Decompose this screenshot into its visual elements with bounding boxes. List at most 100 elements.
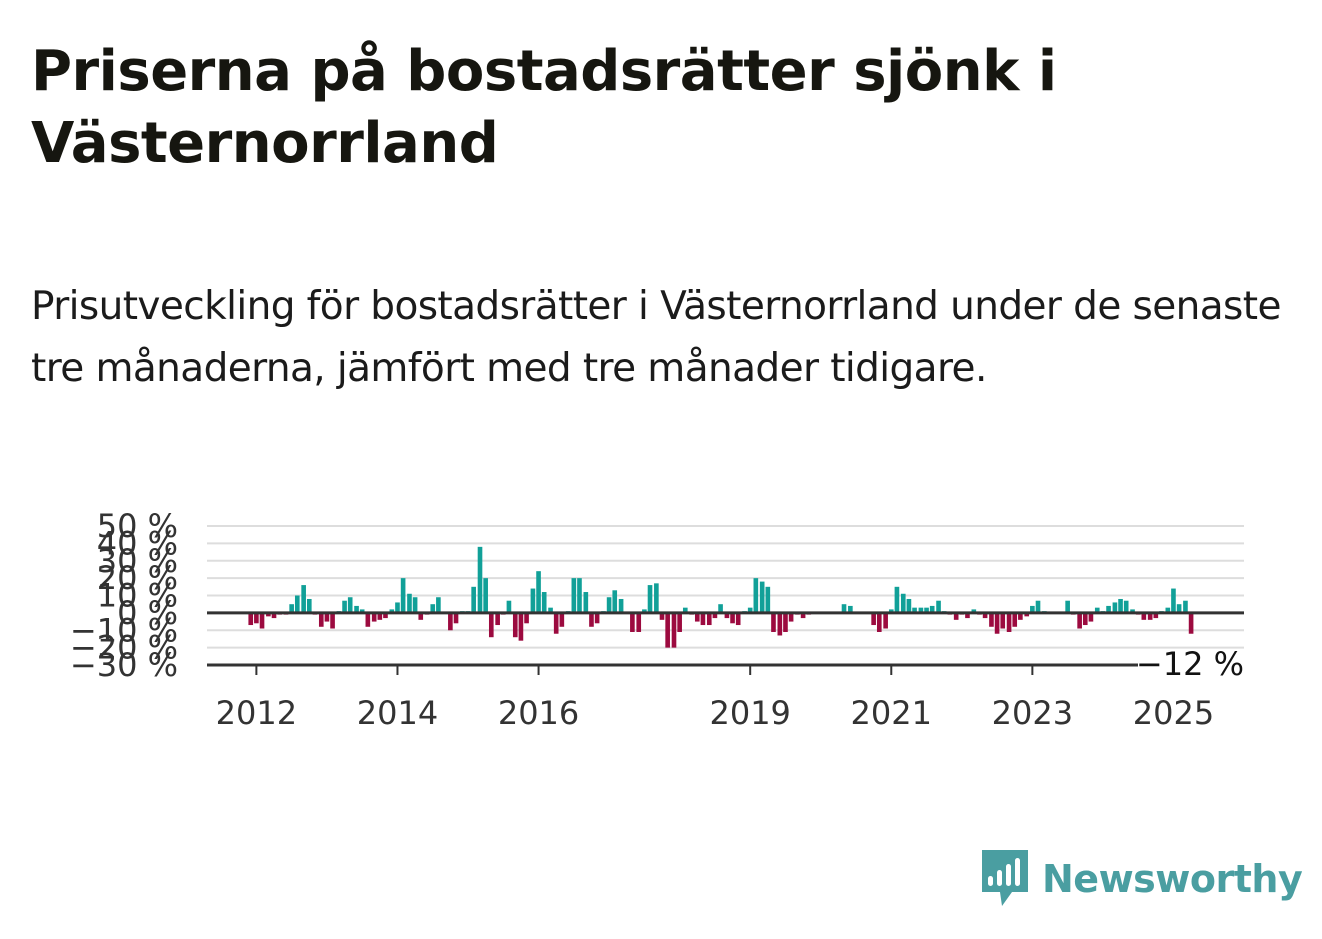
bar: [747, 607, 753, 613]
bar: [589, 612, 594, 627]
bar: [1165, 607, 1171, 613]
bar: [1012, 612, 1018, 627]
x-tick-label: 2021: [851, 694, 932, 732]
bar: [871, 612, 876, 626]
bar: [894, 586, 900, 613]
x-tick-label: 2012: [216, 694, 297, 732]
bar: [318, 612, 324, 627]
bar: [677, 612, 682, 632]
bar: [1082, 612, 1088, 626]
y-tick-labels: 50 %40 %30 %20 %10 %0 %−10 %−20 %−30 %: [70, 507, 178, 684]
bar: [324, 612, 330, 622]
bar: [483, 578, 488, 613]
bar: [642, 609, 647, 613]
bar: [301, 585, 306, 613]
bar-series: [248, 546, 1194, 648]
y-tick-label: −10 %: [70, 611, 178, 649]
bar: [936, 600, 941, 613]
y-tick-label: 0 %: [117, 594, 178, 632]
bar: [553, 612, 559, 634]
bar: [618, 598, 624, 613]
bar: [506, 600, 512, 613]
bar: [254, 612, 259, 624]
bar: [365, 612, 371, 627]
bar: [1000, 612, 1006, 629]
bar: [1106, 605, 1111, 613]
bar: [1153, 612, 1159, 619]
bar: [659, 612, 665, 620]
bar: [1035, 600, 1041, 613]
bar: [1188, 612, 1194, 634]
bar: [1112, 602, 1118, 613]
x-tick-label: 2025: [1133, 694, 1214, 732]
newsworthy-logo-text: Newsworthy: [1042, 857, 1303, 901]
bar: [647, 585, 653, 613]
bar: [924, 607, 929, 613]
bar: [371, 612, 377, 622]
bar: [259, 612, 265, 629]
bar: [712, 612, 718, 619]
bar: [883, 612, 888, 629]
bar: [583, 592, 589, 613]
bar: [383, 612, 388, 619]
bar: [953, 612, 959, 620]
axes: [207, 611, 1244, 675]
y-tick-label: −30 %: [70, 646, 178, 684]
bar: [783, 612, 788, 632]
bar: [1183, 600, 1188, 613]
bar: [841, 604, 847, 613]
bar: [1130, 609, 1135, 613]
bar: [330, 612, 335, 629]
bar: [971, 609, 977, 613]
last-value-label: −12 %: [1136, 645, 1244, 683]
bar: [630, 612, 635, 632]
bar: [354, 605, 359, 613]
x-tick-label: 2016: [498, 694, 579, 732]
bar: [665, 612, 670, 648]
bar: [1088, 612, 1094, 622]
bar: [548, 607, 553, 613]
bar: [289, 604, 294, 613]
bar: [765, 586, 771, 613]
bar: [377, 612, 383, 620]
bar: [536, 571, 541, 613]
bar: [1024, 612, 1030, 617]
bar: [1176, 604, 1182, 613]
y-tick-label: −20 %: [70, 629, 178, 667]
bar: [1118, 598, 1123, 613]
bar: [989, 612, 994, 627]
bar: [389, 609, 395, 613]
bar: [918, 607, 924, 613]
bar: [512, 612, 518, 638]
bar-chart: 50 %40 %30 %20 %10 %0 %−10 %−20 %−30 % 2…: [70, 507, 1244, 732]
bar: [541, 592, 547, 613]
x-tick-label: 2019: [709, 694, 790, 732]
bar: [518, 612, 524, 641]
grid-lines: [207, 525, 1244, 649]
bar: [1123, 600, 1129, 613]
bar: [965, 612, 970, 619]
bar: [495, 612, 500, 626]
bar: [1030, 605, 1035, 613]
bar: [788, 612, 794, 622]
bar: [453, 612, 459, 624]
bar: [271, 612, 277, 619]
bar: [571, 578, 577, 613]
chart-subtitle: Prisutveckling för bostadsrätter i Väste…: [31, 284, 1281, 391]
bar: [777, 612, 783, 636]
bar: [412, 597, 418, 613]
bar: [700, 612, 706, 626]
newsworthy-logo: Newsworthy: [980, 848, 1303, 910]
bar: [1006, 612, 1012, 632]
bar: [900, 593, 906, 613]
bar: [1077, 612, 1082, 629]
bar: [912, 607, 917, 613]
bar: [735, 612, 741, 626]
bar: [436, 597, 441, 613]
bar: [671, 612, 677, 648]
bar: [606, 597, 612, 613]
newsworthy-logo-icon: [982, 850, 1028, 906]
bar: [848, 605, 853, 613]
bar: [730, 612, 735, 624]
bar: [753, 578, 759, 613]
